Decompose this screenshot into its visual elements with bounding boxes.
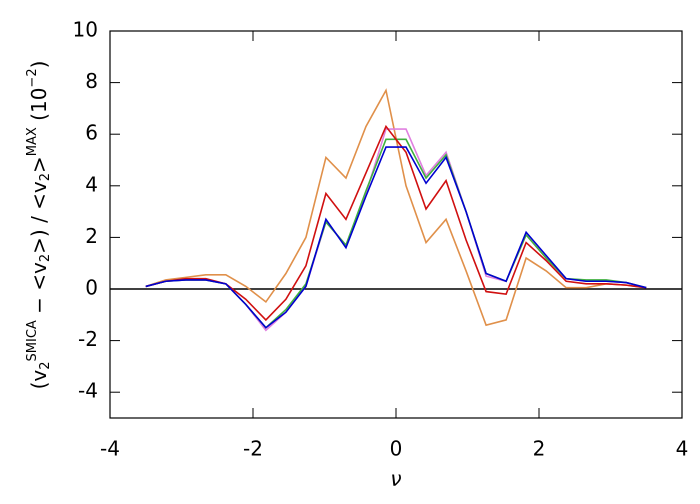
plot-frame [109,30,683,419]
x-tick-label: -2 [243,437,263,461]
y-axis-label-part: 2 [38,361,53,369]
y-axis-label-part: 2 [38,173,53,181]
y-axis-label: (v2SMICA − <v2>) / <v2>MAX (10−2) [25,61,53,390]
y-tick-label: 6 [85,121,98,145]
x-tick-label: 2 [533,437,546,461]
y-axis-label-part: > [27,156,51,173]
y-axis-label-part: (v [27,370,51,390]
y-axis-label-part: − <v [27,262,51,320]
series-line [145,124,647,322]
series-line [145,146,647,329]
y-axis-label-part: MAX [25,127,40,156]
y-axis-label-part: 2 [38,254,53,262]
y-tick-label: 0 [85,276,98,300]
y-tick-label: 10 [73,18,98,42]
y-axis-label-part: >) / <v [27,181,51,254]
y-tick-label: 2 [85,224,98,248]
y-axis-label-part: ) [27,61,51,69]
y-tick-label: -4 [78,379,98,403]
x-axis-label: ν [390,467,401,491]
y-axis-label-part: −2 [25,68,40,87]
y-tick-label: 4 [85,172,98,196]
x-tick-label: 0 [390,437,403,461]
x-tick-label: 4 [676,437,689,461]
y-tick-label: -2 [78,327,98,351]
y-axis-label-part: SMICA [25,320,40,361]
y-axis-label-part: (10 [27,88,51,128]
series-line [145,88,647,327]
series-line [145,128,647,332]
y-tick-label: 8 [85,69,98,93]
series-line [145,138,647,329]
x-tick-label: -4 [100,437,120,461]
